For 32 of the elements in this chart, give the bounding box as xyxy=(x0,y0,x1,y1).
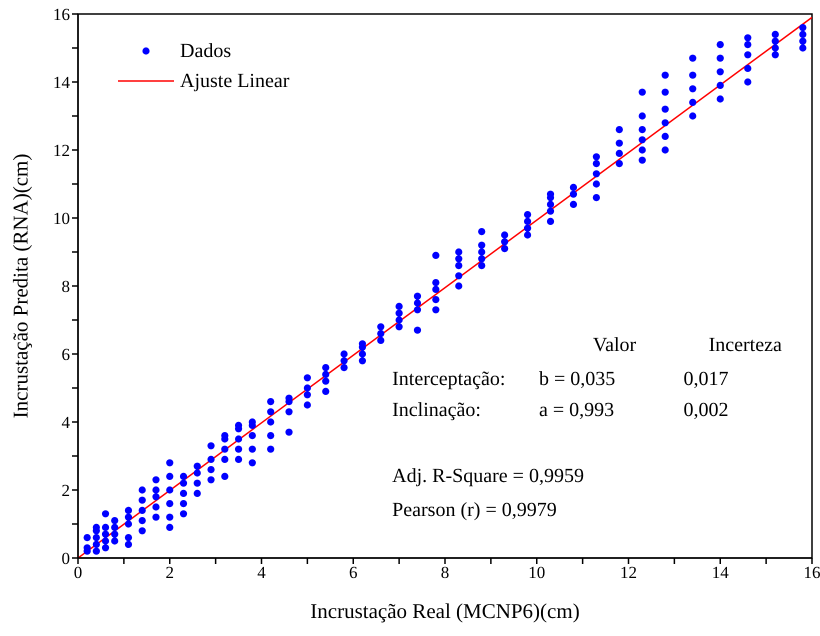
x-tick-label: 10 xyxy=(528,563,546,582)
x-tick-label: 4 xyxy=(257,563,266,582)
annotation: Incerteza xyxy=(708,334,782,358)
annotation: Interceptação: xyxy=(392,368,506,392)
y-tick-label: 8 xyxy=(62,277,70,296)
x-tick-label: 6 xyxy=(349,563,358,582)
x-axis-title: Incrustação Real (MCNP6)(cm) xyxy=(310,599,580,623)
y-tick-label: 6 xyxy=(62,345,70,364)
x-tick-label: 2 xyxy=(166,563,174,582)
y-tick-label: 16 xyxy=(53,5,70,24)
y-tick-label: 4 xyxy=(62,413,70,432)
legend-label: Dados xyxy=(180,39,232,64)
x-tick-label: 0 xyxy=(74,563,82,582)
annotation: a = 0,993 xyxy=(538,398,614,422)
y-tick-label: 0 xyxy=(62,549,70,568)
annotation: 0,017 xyxy=(684,368,729,392)
x-tick-label: 8 xyxy=(440,563,450,582)
x-tick-label: 16 xyxy=(804,563,820,582)
annotation: Valor xyxy=(592,334,636,358)
y-tick-label: 14 xyxy=(53,73,70,92)
x-tick-label: 14 xyxy=(712,563,730,582)
y-axis-title: Incrustação Predita (RNA)(cm) xyxy=(8,154,32,418)
y-tick-label: 2 xyxy=(62,481,70,500)
annotation: Pearson (r) = 0,9979 xyxy=(392,499,557,522)
y-tick-label: 10 xyxy=(53,209,70,228)
annotation: 0,002 xyxy=(684,398,729,422)
annotation: b = 0,035 xyxy=(538,368,616,392)
annotation: Adj. R-Square = 0,9959 xyxy=(392,465,584,488)
legend-label: Ajuste Linear xyxy=(180,69,290,94)
y-tick-label: 12 xyxy=(53,141,70,160)
annotation: Inclinação: xyxy=(392,398,481,422)
x-tick-label: 12 xyxy=(620,563,637,582)
